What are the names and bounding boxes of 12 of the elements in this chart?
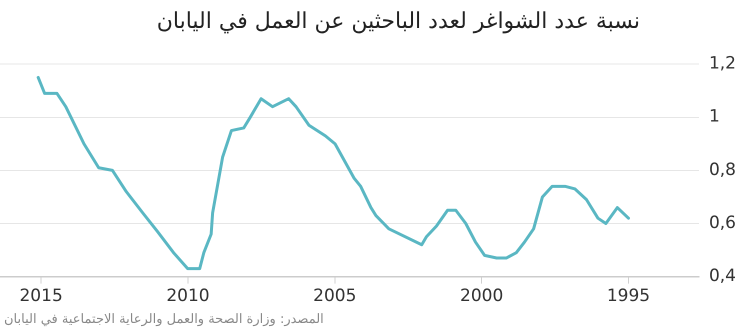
x-tick-label: 2010 — [166, 286, 210, 306]
text: المصدر: وزارة الصحة والعمل والرعاية الاجتماعية في اليابان — [4, 312, 324, 327]
y-tick-label: 1 — [708, 106, 720, 127]
y-tick-label: 0,6 — [708, 212, 736, 233]
x-tick-label: 2005 — [313, 286, 356, 306]
y-tick-label: 0,8 — [708, 160, 736, 180]
y-tick-label: 0,4 — [708, 266, 736, 286]
chart-title: نسبة عدد الشواغر لعدد الباحثين عن العمل في اليابان — [156, 8, 641, 36]
x-tick-label: 2000 — [460, 286, 504, 306]
x-tick-label: 2015 — [19, 286, 63, 306]
x-tick-label: 1995 — [606, 286, 650, 306]
y-tick-label: 1,2 — [708, 54, 736, 74]
